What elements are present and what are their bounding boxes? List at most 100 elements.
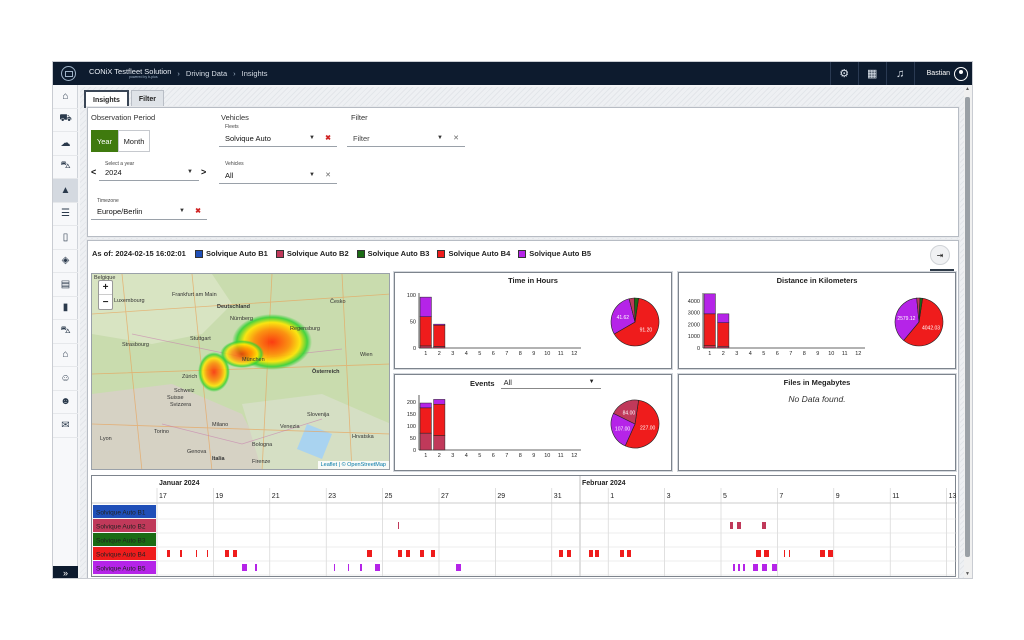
vehicles-value: All <box>225 171 234 180</box>
breadcrumb-driving-data[interactable]: Driving Data <box>185 69 228 78</box>
bar-segment <box>433 435 446 451</box>
pie-slice <box>894 297 920 341</box>
year-select[interactable]: Select a year 2024 ▼ <box>99 161 199 181</box>
legend-label: Solvique Auto B2 <box>286 249 349 258</box>
app-logo-icon[interactable] <box>53 62 83 85</box>
heat-map[interactable]: Belgique Luxembourg Frankfurt am Main De… <box>91 273 390 470</box>
day-label: 5 <box>723 493 727 500</box>
year-button[interactable]: Year <box>91 130 118 152</box>
timeline-activity-bar <box>242 564 247 571</box>
tab-insights[interactable]: Insights <box>84 90 129 108</box>
x-tick-label: 1 <box>424 351 427 357</box>
vehicle-config-icon[interactable]: ⛍ <box>53 320 78 344</box>
x-tick-label: 5 <box>478 453 481 459</box>
vehicles-label: Vehicles <box>225 161 244 167</box>
x-tick-label: 10 <box>828 351 834 357</box>
map-place-label: Nürnberg <box>230 316 253 322</box>
tab-filter[interactable]: Filter <box>130 90 164 108</box>
fleets-label: Fleets <box>225 124 239 130</box>
x-tick-label: 8 <box>803 351 806 357</box>
files-title: Files in Megabytes <box>783 378 851 387</box>
settings-gear-icon[interactable]: ⚙ <box>829 62 858 85</box>
timezone-select[interactable]: Timezone Europe/Berlin ▼ ✖ <box>91 198 207 220</box>
list-icon[interactable]: ☰ <box>53 203 78 226</box>
device-icon[interactable]: ▯ <box>53 226 78 250</box>
expand-sidebar-icon[interactable]: » <box>53 566 78 578</box>
events-select[interactable]: All ▼ <box>500 378 601 389</box>
timeline-activity-bar <box>398 522 399 529</box>
clear-vehicles-icon[interactable]: ✕ <box>325 172 331 179</box>
legend-label: Solvique Auto B1 <box>206 249 268 258</box>
day-label: 27 <box>441 493 449 500</box>
map-place-label: Milano <box>212 422 229 428</box>
cube-icon[interactable]: ◈ <box>53 250 78 273</box>
fleet-icon[interactable]: ⛟ <box>53 109 78 132</box>
filter-select[interactable]: Filter ▼ ✕ <box>347 124 465 147</box>
bell-icon[interactable]: ♫ <box>885 62 914 85</box>
chevron-down-icon: ▼ <box>309 172 315 178</box>
map-place-label: Zürich <box>182 374 198 380</box>
home-icon[interactable]: ⌂ <box>53 85 78 109</box>
pie-slice <box>610 412 636 447</box>
map-place-label: Schweiz <box>174 388 195 394</box>
bar-segment <box>717 313 730 323</box>
vehicles-select[interactable]: Vehicles All ▼ ✕ <box>219 161 337 184</box>
zoom-in-button[interactable]: + <box>99 281 112 295</box>
day-label: 29 <box>497 493 505 500</box>
timeline-activity-bar <box>456 564 461 571</box>
timeline-activity-bar <box>620 550 624 557</box>
map-canvas <box>92 274 389 469</box>
fleets-select[interactable]: Fleets Solvique Auto ▼ ✖ <box>219 124 337 147</box>
pie-slice <box>903 297 944 347</box>
vehicle-icon[interactable]: ☁ <box>53 132 78 156</box>
files-panel: Files in Megabytes No Data found. <box>678 374 956 471</box>
scroll-thumb[interactable] <box>965 97 970 557</box>
map-place-label: Stuttgart <box>190 336 211 342</box>
timeline-activity-bar <box>567 550 571 557</box>
driving-data-icon[interactable]: ▲ <box>53 179 78 203</box>
previous-year-button[interactable]: < <box>91 167 97 177</box>
map-place-label: Genova <box>187 449 207 455</box>
chevron-down-icon: ▼ <box>179 208 185 214</box>
pie-label: 41.62 <box>617 315 630 321</box>
group-icon[interactable]: ☻ <box>53 391 78 414</box>
x-tick-label: 10 <box>544 453 550 459</box>
scroll-down-icon[interactable]: ▼ <box>965 571 970 577</box>
car-icon[interactable]: ⛍ <box>53 156 78 179</box>
timeline-activity-bar <box>348 564 349 571</box>
user-settings-icon[interactable]: ☺ <box>53 367 78 391</box>
vehicle-legend: Solvique Auto B1 Solvique Auto B2 Solviq… <box>195 249 599 258</box>
y-tick-label: 3000 <box>688 311 700 317</box>
scroll-up-icon[interactable]: ▲ <box>965 86 970 92</box>
x-tick-label: 7 <box>505 453 508 459</box>
clipboard-icon[interactable]: ▤ <box>53 273 78 297</box>
day-label: 31 <box>554 493 562 500</box>
next-year-button[interactable]: > <box>201 167 207 177</box>
timeline-activity-bar <box>375 564 380 571</box>
building-icon[interactable]: ⌂ <box>53 344 78 367</box>
y-tick-label: 200 <box>407 400 416 406</box>
export-icon[interactable]: ⇥ <box>930 245 950 265</box>
bar-segment <box>433 323 446 326</box>
map-attribution[interactable]: Leaflet | © OpenStreetMap <box>317 461 389 469</box>
month-button[interactable]: Month <box>118 130 150 152</box>
legend-item: Solvique Auto B5 <box>518 249 591 258</box>
clear-timezone-icon[interactable]: ✖ <box>195 208 201 215</box>
x-tick-label: 10 <box>544 351 550 357</box>
vertical-scrollbar[interactable]: ▲ ▼ <box>963 85 972 578</box>
zoom-out-button[interactable]: − <box>102 296 109 308</box>
breadcrumb-insights[interactable]: Insights <box>241 69 268 78</box>
clear-filter-icon[interactable]: ✕ <box>453 135 459 142</box>
x-tick-label: 4 <box>465 351 468 357</box>
chat-icon[interactable]: ✉ <box>53 414 78 438</box>
sensor-icon[interactable]: ▮ <box>53 297 78 320</box>
observation-period-label: Observation Period <box>91 113 156 122</box>
timeline-activity-bar <box>828 550 833 557</box>
calendar-icon[interactable]: ▦ <box>857 62 886 85</box>
clear-fleets-icon[interactable]: ✖ <box>325 135 331 142</box>
timeline-activity-bar <box>559 550 563 557</box>
x-tick-label: 5 <box>478 351 481 357</box>
distance-chart-panel: Distance in Kilometers 0 1000 2000 3000 4000… <box>678 272 956 369</box>
user-menu[interactable]: Bastian <box>913 62 972 85</box>
